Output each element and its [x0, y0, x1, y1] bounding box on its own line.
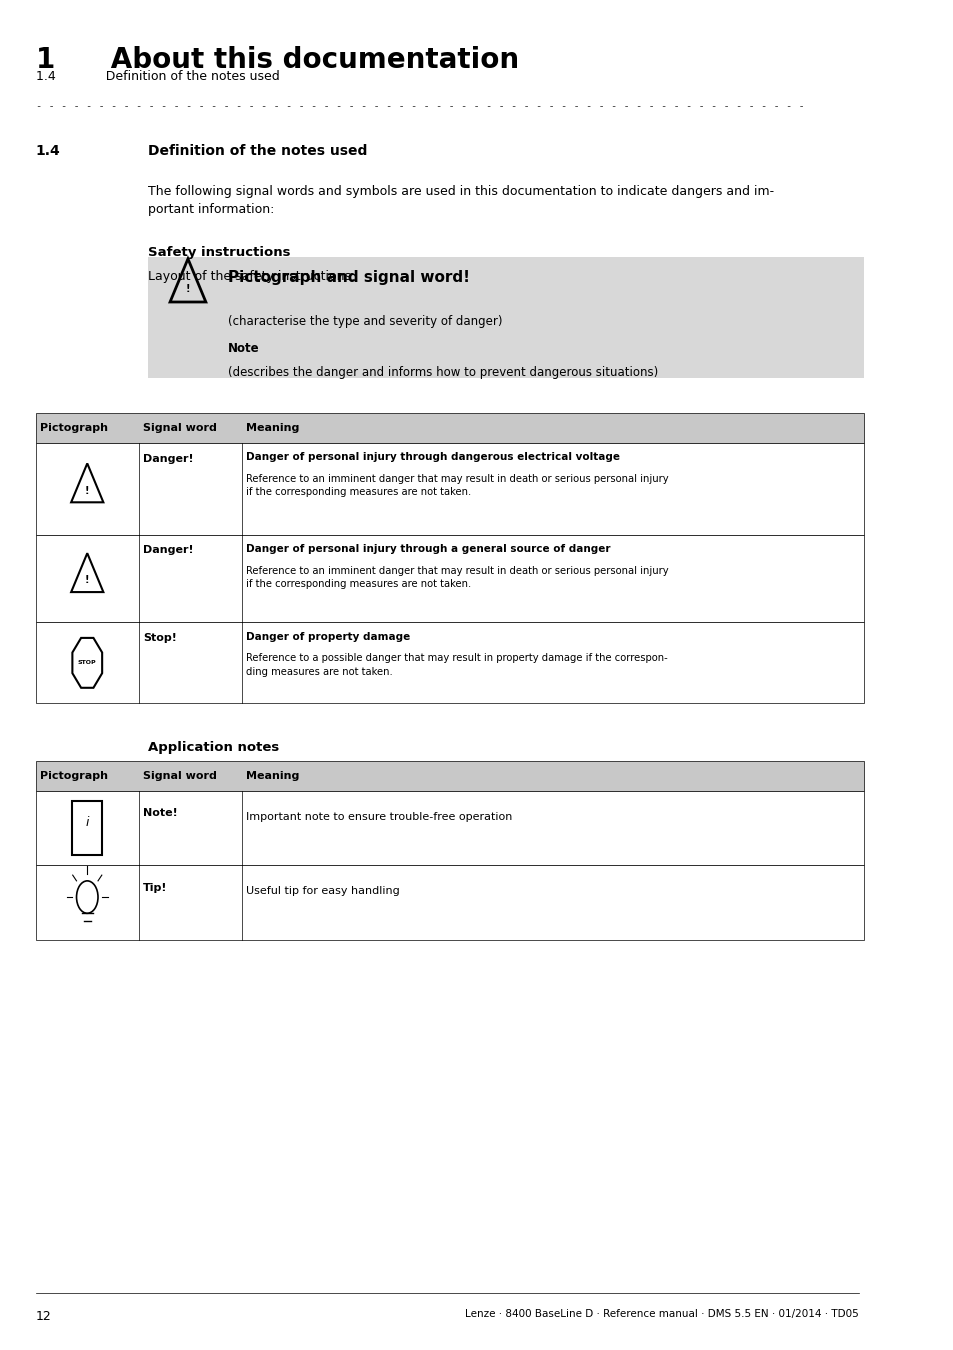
Text: 1  About this documentation: 1 About this documentation — [36, 46, 518, 74]
Text: Definition of the notes used: Definition of the notes used — [148, 144, 367, 158]
Text: Lenze · 8400 BaseLine D · Reference manual · DMS 5.5 EN · 01/2014 · TD05: Lenze · 8400 BaseLine D · Reference manu… — [465, 1310, 859, 1319]
Text: Danger of personal injury through dangerous electrical voltage: Danger of personal injury through danger… — [246, 452, 619, 462]
Text: i: i — [86, 815, 89, 829]
Text: Signal word: Signal word — [143, 423, 217, 433]
Text: 1.4: 1.4 — [36, 144, 60, 158]
FancyBboxPatch shape — [36, 413, 862, 443]
Text: Reference to an imminent danger that may result in death or serious personal inj: Reference to an imminent danger that may… — [246, 566, 668, 589]
Text: Pictograph: Pictograph — [40, 423, 108, 433]
FancyBboxPatch shape — [36, 791, 862, 865]
Text: Tip!: Tip! — [143, 883, 168, 892]
Text: !: ! — [85, 486, 90, 495]
Text: Important note to ensure trouble-free operation: Important note to ensure trouble-free op… — [246, 813, 512, 822]
Text: Danger of property damage: Danger of property damage — [246, 632, 410, 641]
Text: !: ! — [85, 575, 90, 586]
Text: Safety instructions: Safety instructions — [148, 246, 290, 259]
FancyBboxPatch shape — [36, 761, 862, 791]
Text: The following signal words and symbols are used in this documentation to indicat: The following signal words and symbols a… — [148, 185, 773, 216]
FancyBboxPatch shape — [36, 443, 862, 535]
Text: 12: 12 — [36, 1310, 51, 1323]
Text: Useful tip for easy handling: Useful tip for easy handling — [246, 887, 399, 896]
Text: Danger!: Danger! — [143, 454, 193, 463]
Text: Note!: Note! — [143, 809, 178, 818]
FancyBboxPatch shape — [36, 535, 862, 622]
Text: Meaning: Meaning — [246, 771, 299, 782]
Text: (describes the danger and informs how to prevent dangerous situations): (describes the danger and informs how to… — [228, 366, 658, 379]
Text: STOP: STOP — [78, 660, 96, 666]
Text: Reference to a possible danger that may result in property damage if the corresp: Reference to a possible danger that may … — [246, 653, 667, 676]
FancyBboxPatch shape — [36, 622, 862, 703]
Text: - - - - - - - - - - - - - - - - - - - - - - - - - - - - - - - - - - - - - - - - : - - - - - - - - - - - - - - - - - - - - … — [36, 101, 803, 111]
Text: !: ! — [186, 284, 190, 294]
Text: Signal word: Signal word — [143, 771, 217, 782]
Text: Danger of personal injury through a general source of danger: Danger of personal injury through a gene… — [246, 544, 610, 554]
FancyBboxPatch shape — [36, 865, 862, 940]
Text: Pictograph and signal word!: Pictograph and signal word! — [228, 270, 470, 285]
Text: Pictograph: Pictograph — [40, 771, 108, 782]
Text: 1.4    Definition of the notes used: 1.4 Definition of the notes used — [36, 70, 279, 84]
Text: (characterise the type and severity of danger): (characterise the type and severity of d… — [228, 315, 502, 328]
Text: Application notes: Application notes — [148, 741, 278, 755]
Text: Layout of the safety instructions:: Layout of the safety instructions: — [148, 270, 355, 284]
Text: Meaning: Meaning — [246, 423, 299, 433]
Text: Danger!: Danger! — [143, 545, 193, 555]
Text: Stop!: Stop! — [143, 633, 177, 643]
FancyBboxPatch shape — [148, 256, 862, 378]
Text: Note: Note — [228, 342, 259, 355]
Text: Reference to an imminent danger that may result in death or serious personal inj: Reference to an imminent danger that may… — [246, 474, 668, 497]
